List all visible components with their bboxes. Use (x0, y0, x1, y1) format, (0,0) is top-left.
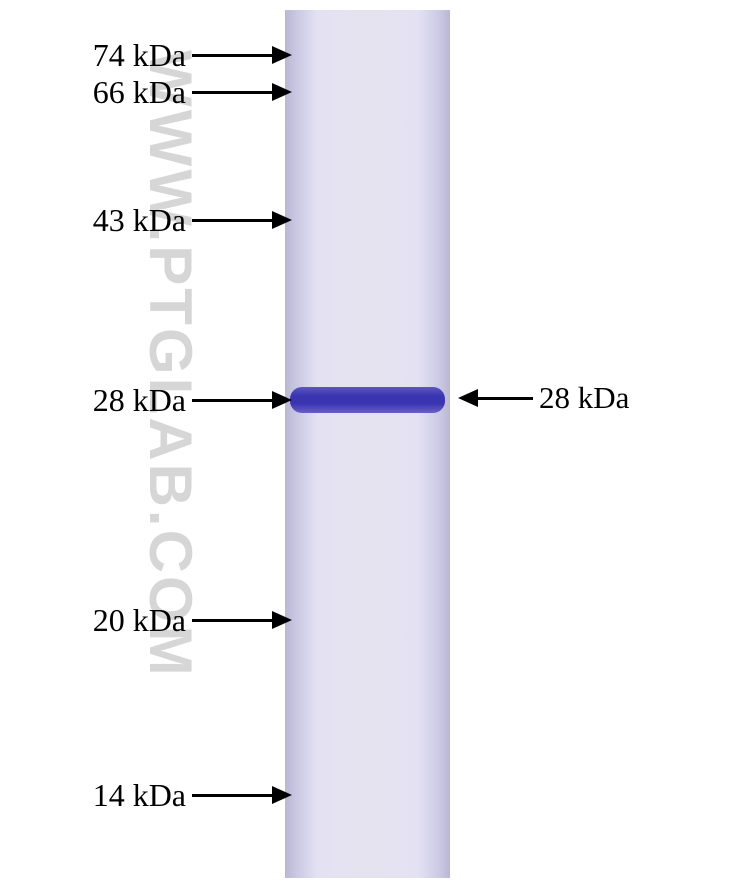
ladder-marker: 20 kDa (55, 600, 292, 640)
ladder-marker: 14 kDa (55, 775, 292, 815)
gel-lane (285, 10, 450, 878)
gel-figure: 74 kDa66 kDa 43 kDa 28 kDa 20 kDa 14 kDa 28 … (0, 0, 740, 888)
arrow-right-icon (192, 46, 292, 64)
protein-band-28kda (290, 387, 445, 413)
arrow-right-icon (192, 611, 292, 629)
ladder-marker: 74 kDa (55, 35, 292, 75)
ladder-marker-label: 14 kDa (55, 777, 190, 814)
arrow-right-icon (192, 391, 292, 409)
gel-lane-background (285, 10, 450, 878)
ladder-marker-label: 66 kDa (55, 74, 190, 111)
watermark-text: WWW.PTGLAB.COM (136, 50, 205, 679)
arrow-right-icon (192, 83, 292, 101)
ladder-marker-label: 28 kDa (55, 382, 190, 419)
arrow-right-icon (192, 786, 292, 804)
ladder-marker: 28 kDa (55, 380, 292, 420)
target-band-annotation: 28 kDa (458, 380, 629, 416)
arrow-stem (478, 397, 533, 400)
target-band-label: 28 kDa (539, 380, 629, 416)
ladder-marker: 43 kDa (55, 200, 292, 240)
ladder-marker-label: 43 kDa (55, 202, 190, 239)
arrow-right-icon (192, 211, 292, 229)
arrow-left-icon (458, 389, 478, 407)
ladder-marker-label: 20 kDa (55, 602, 190, 639)
ladder-marker: 66 kDa (55, 72, 292, 112)
ladder-marker-label: 74 kDa (55, 37, 190, 74)
